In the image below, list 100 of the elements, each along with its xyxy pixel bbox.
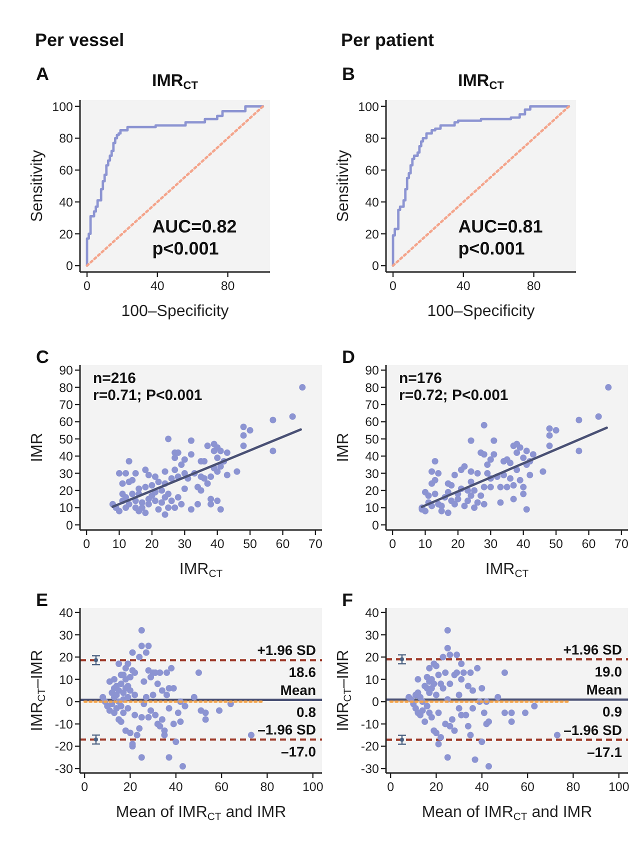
x-tick-label: 0 [387, 780, 394, 794]
y-tick-label: 0 [66, 259, 74, 274]
y-tick-label: 0 [66, 518, 74, 532]
x-tick-label: 100 [608, 780, 630, 794]
x-tick-label: 10 [112, 537, 126, 551]
y-tick-label: -20 [54, 740, 74, 754]
x-axis-title: IMR$_{CT}$ [485, 561, 530, 580]
y-axis-title: IMR [29, 432, 46, 462]
y-tick-label: 20 [59, 227, 74, 242]
y-tick-label: 60 [59, 415, 74, 430]
y-tick-label: -10 [360, 717, 380, 732]
y-tick-label: 30 [59, 466, 74, 481]
x-tick-label: 0 [390, 279, 397, 293]
x-tick-label: 30 [484, 537, 498, 551]
y-tick-label: 80 [59, 132, 74, 146]
y-tick-label: 30 [59, 628, 74, 642]
x-tick-label: 30 [178, 537, 192, 551]
text: D [342, 347, 355, 367]
x-tick-label: 80 [220, 279, 235, 293]
x-axis-title: IMR$_{CT}$ [179, 561, 224, 580]
y-tick-label: -10 [54, 717, 74, 732]
annotation: –17.0 [280, 744, 316, 760]
y-tick-label: 40 [59, 195, 74, 210]
annotation: 18.6 [288, 664, 316, 680]
y-tick-label: 0 [372, 518, 380, 532]
y-tick-label: 50 [365, 432, 380, 446]
x-tick-label: 0 [81, 780, 88, 794]
x-tick-label: 40 [150, 279, 164, 293]
annotation: AUC=0.82 [152, 216, 237, 236]
y-tick-label: 40 [59, 450, 74, 464]
x-tick-label: 80 [260, 780, 274, 794]
x-tick-label: 40 [210, 537, 224, 551]
y-tick-label: 20 [365, 227, 380, 242]
text: C [36, 347, 49, 367]
x-axis-title: 100–Specificity [121, 303, 229, 320]
chart-title: IMR$_{CT}$ [458, 71, 504, 92]
x-tick-label: 0 [389, 537, 396, 551]
y-tick-label: 70 [365, 398, 380, 412]
text: A [36, 64, 49, 84]
y-tick-label: -20 [360, 740, 380, 754]
x-tick-label: 0 [83, 537, 90, 551]
annotation: r=0.71; P<0.001 [93, 387, 202, 404]
y-tick-label: 20 [365, 650, 380, 665]
x-tick-label: 100 [302, 780, 324, 794]
x-tick-label: 0 [84, 279, 91, 293]
x-tick-label: 60 [520, 780, 535, 794]
x-axis-title: 100–Specificity [427, 303, 535, 320]
y-tick-label: -30 [54, 762, 74, 776]
y-tick-label: 80 [59, 380, 74, 395]
y-tick-label: 10 [59, 672, 74, 687]
x-tick-label: 40 [516, 537, 530, 551]
y-tick-label: 20 [59, 650, 74, 665]
x-tick-label: 70 [614, 537, 628, 551]
chart-title: IMR$_{CT}$ [152, 71, 198, 92]
y-tick-label: 40 [365, 450, 380, 464]
annotation: 19.0 [594, 663, 622, 680]
annotation: n=176 [399, 370, 442, 387]
x-tick-label: 40 [456, 279, 470, 293]
y-tick-label: 10 [365, 501, 380, 516]
y-tick-label: 30 [365, 628, 380, 642]
y-axis-title: IMR [335, 432, 352, 462]
y-axis-title: Sensitivity [29, 150, 46, 222]
annotation: 0.9 [602, 704, 622, 720]
ref-line-label: Mean [586, 682, 622, 698]
x-tick-label: 60 [214, 780, 229, 794]
annotation: 0.8 [296, 704, 316, 720]
x-tick-label: 20 [144, 537, 159, 551]
chart-subtitle: Per vessel [35, 30, 124, 50]
y-tick-label: 90 [365, 364, 380, 378]
y-tick-label: 20 [365, 484, 380, 498]
x-tick-label: 70 [308, 537, 322, 551]
y-tick-label: 70 [59, 398, 74, 412]
x-tick-label: 40 [474, 780, 489, 794]
text: B [342, 64, 355, 84]
y-tick-label: -30 [360, 762, 380, 776]
ref-line-label: Mean [280, 682, 316, 698]
chart-subtitle: Per patient [341, 30, 434, 50]
x-tick-label: 10 [418, 537, 432, 551]
y-tick-label: 50 [59, 432, 74, 446]
y-tick-label: 20 [59, 484, 74, 498]
y-tick-label: 100 [358, 100, 380, 114]
y-tick-label: 0 [66, 695, 74, 710]
text: F [342, 590, 353, 610]
y-tick-label: 60 [365, 164, 380, 178]
ref-line-label: –1.96 SD [258, 722, 316, 738]
annotation: r=0.72; P<0.001 [399, 387, 508, 404]
y-tick-label: 100 [52, 100, 74, 114]
y-tick-label: 0 [372, 695, 380, 710]
y-tick-label: 10 [59, 501, 74, 516]
text: E [36, 590, 48, 610]
x-tick-label: 80 [566, 780, 580, 794]
ref-line-label: –1.96 SD [564, 722, 622, 738]
y-tick-label: 30 [365, 466, 380, 481]
ref-line-label: +1.96 SD [257, 642, 316, 658]
annotation: p<0.001 [152, 238, 219, 258]
y-tick-label: 60 [365, 415, 380, 430]
x-tick-label: 50 [549, 537, 564, 551]
x-tick-label: 20 [450, 537, 465, 551]
annotation: AUC=0.81 [458, 216, 543, 236]
x-axis-title: Mean of IMR$_{CT}$ and IMR [422, 804, 592, 823]
